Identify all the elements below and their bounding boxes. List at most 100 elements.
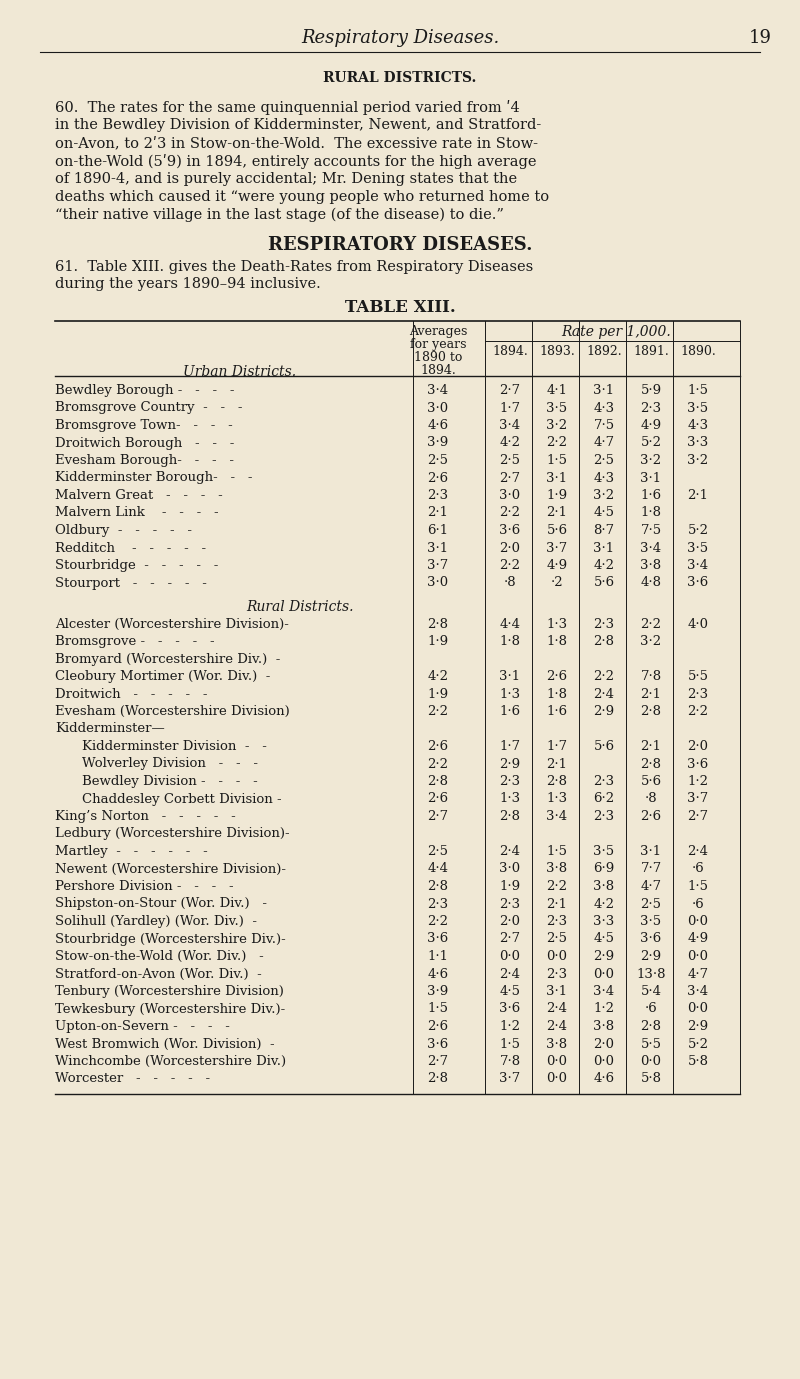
Text: 4·5: 4·5 xyxy=(594,506,614,520)
Text: Newent (Worcestershire Division)-: Newent (Worcestershire Division)- xyxy=(55,862,286,876)
Text: 2·8: 2·8 xyxy=(427,880,449,894)
Text: 1890.: 1890. xyxy=(680,345,716,359)
Text: 0·0: 0·0 xyxy=(499,950,521,963)
Text: of 1890-4, and is purely accidental; Mr. Dening states that the: of 1890-4, and is purely accidental; Mr.… xyxy=(55,172,517,186)
Text: 3·8: 3·8 xyxy=(594,1020,614,1033)
Text: Stourbridge  -   -   -   -   -: Stourbridge - - - - - xyxy=(55,558,218,572)
Text: 2·5: 2·5 xyxy=(594,454,614,467)
Text: 0·0: 0·0 xyxy=(687,950,709,963)
Text: in the Bewdley Division of Kidderminster, Newent, and Stratford-: in the Bewdley Division of Kidderminster… xyxy=(55,119,542,132)
Text: 3·6: 3·6 xyxy=(427,932,449,946)
Text: 2·1: 2·1 xyxy=(641,688,662,701)
Text: 2·7: 2·7 xyxy=(499,472,521,484)
Text: 1·5: 1·5 xyxy=(546,845,567,858)
Text: 2·9: 2·9 xyxy=(499,757,521,771)
Text: ·6: ·6 xyxy=(645,1003,658,1015)
Text: 1·5: 1·5 xyxy=(687,383,709,397)
Text: 5·2: 5·2 xyxy=(687,524,709,536)
Text: 2·4: 2·4 xyxy=(546,1020,567,1033)
Text: 3·6: 3·6 xyxy=(499,524,521,536)
Text: 2·6: 2·6 xyxy=(546,670,567,683)
Text: 2·2: 2·2 xyxy=(546,437,567,450)
Text: 1·7: 1·7 xyxy=(546,741,567,753)
Text: 0·0: 0·0 xyxy=(546,1073,567,1085)
Text: 2·8: 2·8 xyxy=(641,1020,662,1033)
Text: 1·5: 1·5 xyxy=(546,454,567,467)
Text: 60.  The rates for the same quinquennial period varied from ʹ4: 60. The rates for the same quinquennial … xyxy=(55,101,520,114)
Text: 5·8: 5·8 xyxy=(687,1055,709,1067)
Text: 2·5: 2·5 xyxy=(499,454,521,467)
Text: 1·6: 1·6 xyxy=(546,705,567,718)
Text: 3·9: 3·9 xyxy=(427,985,449,998)
Text: 0·0: 0·0 xyxy=(594,968,614,980)
Text: 3·7: 3·7 xyxy=(546,542,568,554)
Text: 2·3: 2·3 xyxy=(499,898,521,910)
Text: 2·8: 2·8 xyxy=(427,1073,449,1085)
Text: 2·2: 2·2 xyxy=(499,506,521,520)
Text: 1894.: 1894. xyxy=(492,345,528,359)
Text: on-Avon, to 2ʹ3 in Stow-on-the-Wold.  The excessive rate in Stow-: on-Avon, to 2ʹ3 in Stow-on-the-Wold. The… xyxy=(55,137,538,150)
Text: 3·8: 3·8 xyxy=(641,558,662,572)
Text: during the years 1890–94 inclusive.: during the years 1890–94 inclusive. xyxy=(55,277,321,291)
Text: Droitwich   -   -   -   -   -: Droitwich - - - - - xyxy=(55,688,207,701)
Text: 2·9: 2·9 xyxy=(687,1020,709,1033)
Text: 4·6: 4·6 xyxy=(427,419,449,432)
Text: Bromsgrove Country  -   -   -: Bromsgrove Country - - - xyxy=(55,401,242,415)
Text: 4·6: 4·6 xyxy=(427,968,449,980)
Text: 1·3: 1·3 xyxy=(546,618,567,630)
Text: Solihull (Yardley) (Wor. Div.)  -: Solihull (Yardley) (Wor. Div.) - xyxy=(55,916,257,928)
Text: 4·2: 4·2 xyxy=(427,670,449,683)
Text: 2·9: 2·9 xyxy=(641,950,662,963)
Text: 2·1: 2·1 xyxy=(427,506,449,520)
Text: on-the-Wold (5ʹ9) in 1894, entirely accounts for the high average: on-the-Wold (5ʹ9) in 1894, entirely acco… xyxy=(55,154,537,170)
Text: 3·9: 3·9 xyxy=(427,437,449,450)
Text: 2·5: 2·5 xyxy=(546,932,567,946)
Text: Bromsgrove Town-   -   -   -: Bromsgrove Town- - - - xyxy=(55,419,233,432)
Text: Respiratory Diseases.: Respiratory Diseases. xyxy=(301,29,499,47)
Text: 1·8: 1·8 xyxy=(546,634,567,648)
Text: 1·2: 1·2 xyxy=(687,775,709,787)
Text: 19: 19 xyxy=(749,29,771,47)
Text: 2·0: 2·0 xyxy=(499,542,521,554)
Text: Redditch    -   -   -   -   -: Redditch - - - - - xyxy=(55,542,206,554)
Text: 2·3: 2·3 xyxy=(594,809,614,823)
Text: 2·1: 2·1 xyxy=(641,741,662,753)
Text: Bewdley Division -   -   -   -: Bewdley Division - - - - xyxy=(65,775,258,787)
Text: 4·8: 4·8 xyxy=(641,576,662,589)
Text: 2·8: 2·8 xyxy=(427,618,449,630)
Text: 2·3: 2·3 xyxy=(546,968,567,980)
Text: 2·3: 2·3 xyxy=(687,688,709,701)
Text: Shipston-on-Stour (Wor. Div.)   -: Shipston-on-Stour (Wor. Div.) - xyxy=(55,898,267,910)
Text: 1·2: 1·2 xyxy=(594,1003,614,1015)
Text: 3·1: 3·1 xyxy=(594,383,614,397)
Text: 2·6: 2·6 xyxy=(641,809,662,823)
Text: Winchcombe (Worcestershire Div.): Winchcombe (Worcestershire Div.) xyxy=(55,1055,286,1067)
Text: Wolverley Division   -   -   -: Wolverley Division - - - xyxy=(65,757,258,771)
Text: 5·6: 5·6 xyxy=(594,576,614,589)
Text: Ledbury (Worcestershire Division)-: Ledbury (Worcestershire Division)- xyxy=(55,827,290,840)
Text: 2·3: 2·3 xyxy=(641,401,662,415)
Text: 4·2: 4·2 xyxy=(594,898,614,910)
Text: 3·4: 3·4 xyxy=(499,419,521,432)
Text: 4·3: 4·3 xyxy=(687,419,709,432)
Text: 3·1: 3·1 xyxy=(641,845,662,858)
Text: 3·1: 3·1 xyxy=(546,985,567,998)
Text: 4·1: 4·1 xyxy=(546,383,567,397)
Text: 3·7: 3·7 xyxy=(499,1073,521,1085)
Text: 5·8: 5·8 xyxy=(641,1073,662,1085)
Text: TABLE XIII.: TABLE XIII. xyxy=(345,299,455,316)
Text: 4·9: 4·9 xyxy=(641,419,662,432)
Text: 3·5: 3·5 xyxy=(546,401,567,415)
Text: Rural Districts.: Rural Districts. xyxy=(246,600,354,614)
Text: 1894.: 1894. xyxy=(420,364,456,376)
Text: 3·3: 3·3 xyxy=(687,437,709,450)
Text: Oldbury  -   -   -   -   -: Oldbury - - - - - xyxy=(55,524,192,536)
Text: 3·4: 3·4 xyxy=(427,383,449,397)
Text: 3·4: 3·4 xyxy=(641,542,662,554)
Text: 1890 to: 1890 to xyxy=(414,352,462,364)
Text: 3·5: 3·5 xyxy=(641,916,662,928)
Text: 4·7: 4·7 xyxy=(687,968,709,980)
Text: ·6: ·6 xyxy=(692,862,704,876)
Text: 6·2: 6·2 xyxy=(594,793,614,805)
Text: 3·6: 3·6 xyxy=(499,1003,521,1015)
